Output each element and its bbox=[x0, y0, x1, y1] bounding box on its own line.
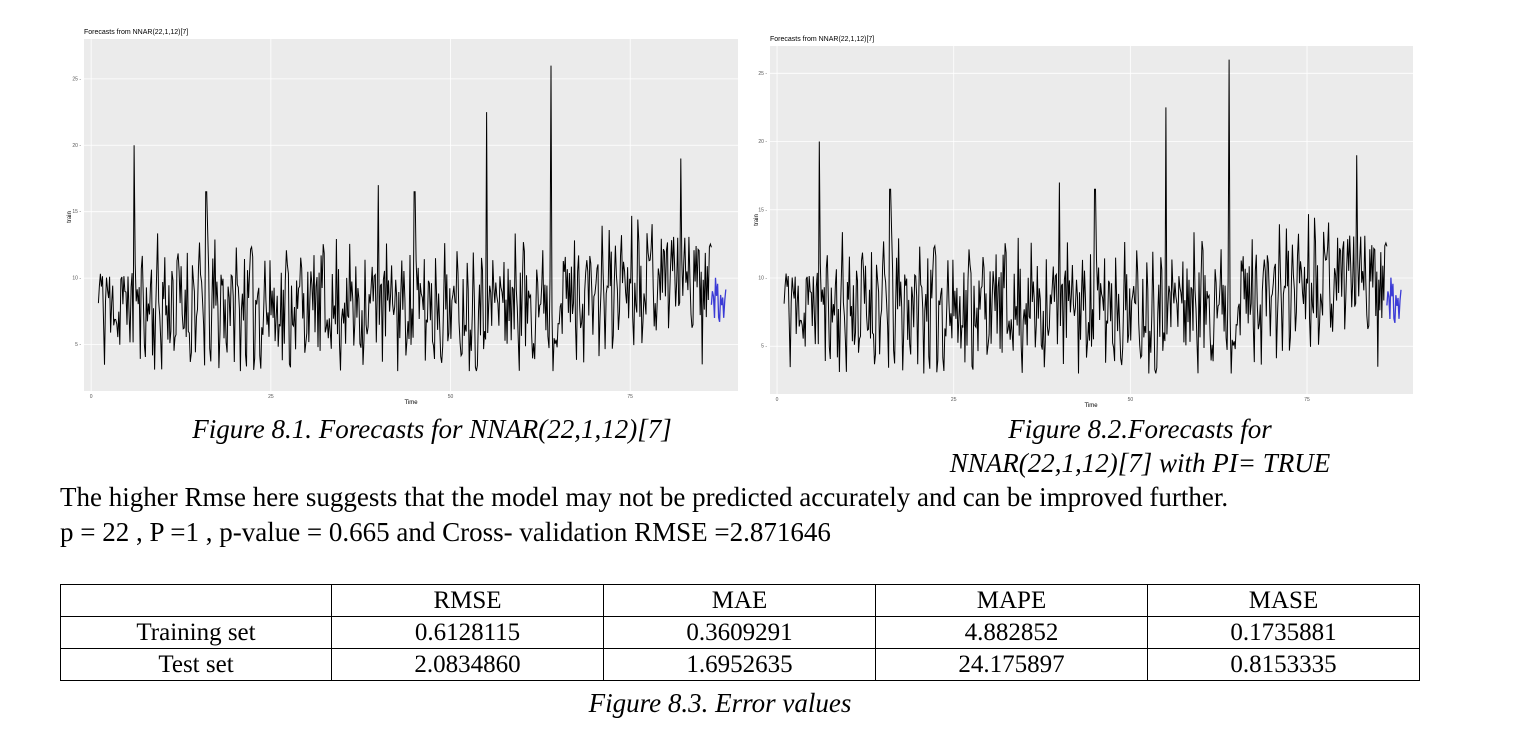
figure-1-caption: Figure 8.1. Forecasts for NNAR(22,1,12)[… bbox=[192, 414, 672, 444]
table-cell: 0.1735881 bbox=[1147, 616, 1420, 649]
x-tick-label: 25 bbox=[268, 394, 274, 400]
figure-1: Forecasts from NNAR(22,1,12)[7] 5 - 10 - 1… bbox=[60, 22, 744, 408]
table-cell: 1.6952635 bbox=[603, 648, 876, 681]
figure-2-caption-line-2: NNAR(22,1,12)[7] with PI= TRUE bbox=[949, 448, 1331, 478]
y-axis-label: train bbox=[754, 214, 760, 226]
x-tick-label: 75 bbox=[1304, 397, 1310, 403]
y-tick-label: 20 - bbox=[758, 139, 767, 145]
body-text-line-2: p = 22 , P =1 , p-value = 0.665 and Cros… bbox=[60, 517, 831, 547]
figure-2-caption-line-1: Figure 8.2.Forecasts for bbox=[1008, 414, 1272, 444]
table-header-cell: MAPE bbox=[875, 584, 1148, 617]
x-tick-label: 75 bbox=[627, 394, 633, 400]
y-tick-label: 5 - bbox=[75, 342, 81, 348]
x-tick-label: 50 bbox=[448, 394, 454, 400]
x-tick-label: 50 bbox=[1128, 397, 1134, 403]
table-cell: Training set bbox=[60, 616, 332, 649]
table-header-cell: RMSE bbox=[331, 584, 604, 617]
table-cell: 4.882852 bbox=[875, 616, 1148, 649]
forecast-chart-1: Forecasts from NNAR(22,1,12)[7] 5 - 10 - 1… bbox=[67, 29, 738, 406]
y-ticks: 5 - 10 - 15 - 20 - 25 - bbox=[72, 76, 81, 348]
table-header-cell: MASE bbox=[1147, 584, 1420, 617]
x-axis-label: Time bbox=[1084, 403, 1098, 409]
table-cell: 24.175897 bbox=[875, 648, 1148, 681]
error-values-table: RMSE MAE MAPE MASE Training set 0.612811… bbox=[60, 584, 1420, 681]
x-ticks: 0 25 50 75 bbox=[776, 397, 1310, 403]
table-cell: 0.3609291 bbox=[603, 616, 876, 649]
y-tick-label: 10 - bbox=[758, 276, 767, 282]
x-ticks: 0 25 50 75 bbox=[90, 394, 633, 400]
y-tick-label: 15 - bbox=[758, 207, 767, 213]
table-caption: Figure 8.3. Error values bbox=[588, 688, 852, 718]
table-cell: 2.0834860 bbox=[331, 648, 604, 681]
y-tick-label: 25 - bbox=[72, 76, 81, 82]
x-tick-label: 0 bbox=[90, 394, 93, 400]
y-tick-label: 5 - bbox=[761, 344, 767, 350]
x-tick-label: 0 bbox=[776, 397, 779, 403]
table-row: Test set 2.0834860 1.6952635 24.175897 0… bbox=[60, 648, 1420, 681]
y-axis-label: train bbox=[67, 211, 73, 223]
table-row: Training set 0.6128115 0.3609291 4.88285… bbox=[60, 616, 1420, 649]
y-tick-label: 15 - bbox=[72, 209, 81, 215]
history-series-line bbox=[97, 65, 712, 372]
x-tick-label: 25 bbox=[951, 397, 957, 403]
y-tick-label: 25 - bbox=[758, 71, 767, 77]
forecast-chart-2: Forecasts from NNAR(22,1,12)[7] 5 - 10 - 1… bbox=[754, 36, 1413, 409]
history-series-line bbox=[783, 59, 1388, 374]
table-header-row: RMSE MAE MAPE MASE bbox=[60, 584, 1420, 617]
forecast-series-line bbox=[710, 277, 727, 322]
table-cell: 0.6128115 bbox=[331, 616, 604, 649]
y-ticks: 5 - 10 - 15 - 20 - 25 - bbox=[758, 71, 767, 350]
plot-title: Forecasts from NNAR(22,1,12)[7] bbox=[84, 29, 188, 36]
figure-2: Forecasts from NNAR(22,1,12)[7] 5 - 10 - 1… bbox=[750, 30, 1416, 412]
series-lines bbox=[97, 65, 727, 372]
plot-title: Forecasts from NNAR(22,1,12)[7] bbox=[770, 36, 874, 43]
series-lines bbox=[783, 59, 1402, 374]
y-tick-label: 20 - bbox=[72, 143, 81, 149]
forecast-series-line bbox=[1386, 277, 1402, 324]
table-cell: Test set bbox=[60, 648, 332, 681]
table-cell: 0.8153335 bbox=[1147, 648, 1420, 681]
table-header-cell bbox=[60, 584, 332, 617]
x-axis-label: Time bbox=[404, 400, 418, 406]
table-header-cell: MAE bbox=[603, 584, 876, 617]
body-text-line-1: The higher Rmse here suggests that the m… bbox=[60, 482, 1229, 512]
y-tick-label: 10 - bbox=[72, 276, 81, 282]
